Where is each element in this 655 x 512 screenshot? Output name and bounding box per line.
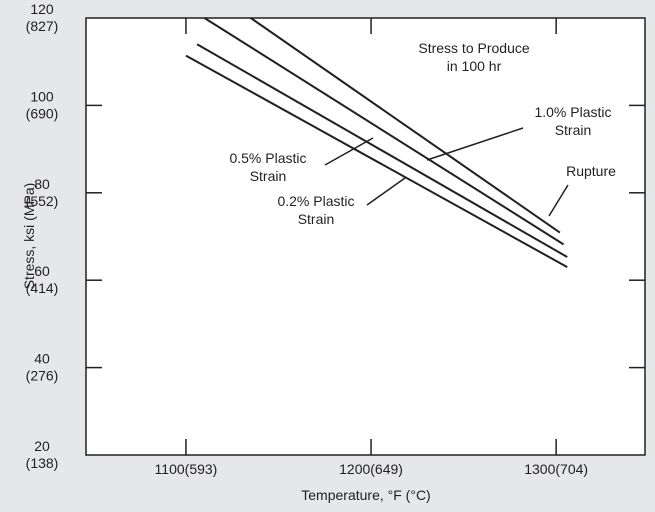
y-tick-label: 20 [34,438,50,454]
x-tick-label: 1200(649) [339,461,403,477]
y-axis-label: Stress, ksi (MPa) [21,183,37,290]
leader-strain-0-2 [366,177,406,206]
leader-strain-0-5 [324,137,374,166]
leader-strain-1-0 [426,127,524,161]
leader-rupture [548,184,569,217]
x-tick-label: 1300(704) [524,461,588,477]
series-line-1 [250,17,561,234]
annotation-strain-0-5: 0.5% Plastic [229,150,306,166]
y-tick-label-mpa: (276) [26,368,59,384]
annotation-strain-0-5: Strain [250,168,287,184]
y-tick-label: 120 [30,1,54,17]
annotation-header: in 100 hr [447,58,502,74]
annotation-rupture: Rupture [566,163,616,179]
series-line-4 [185,54,568,268]
y-tick-label-mpa: (827) [26,18,59,34]
annotation-strain-0-2: 0.2% Plastic [277,193,354,209]
y-tick-label-mpa: (552) [26,193,59,209]
y-tick-label-mpa: (138) [26,455,59,471]
series-line-2 [203,17,565,246]
annotation-strain-0-2: Strain [298,211,335,227]
x-axis-label: Temperature, °F (°C) [301,487,430,503]
y-tick-label-mpa: (690) [26,105,59,121]
annotation-strain-1-0: Strain [555,122,592,138]
series-line-3 [196,43,568,258]
y-tick-label-mpa: (414) [26,280,59,296]
annotation-strain-1-0: 1.0% Plastic [534,104,611,120]
annotation-header: Stress to Produce [418,40,529,56]
y-tick-label: 60 [34,263,50,279]
plot-area [85,17,646,456]
y-tick-label: 80 [34,176,50,192]
x-tick-label: 1100(593) [155,461,218,477]
y-tick-label: 40 [34,351,50,367]
y-tick-label: 100 [30,88,54,104]
